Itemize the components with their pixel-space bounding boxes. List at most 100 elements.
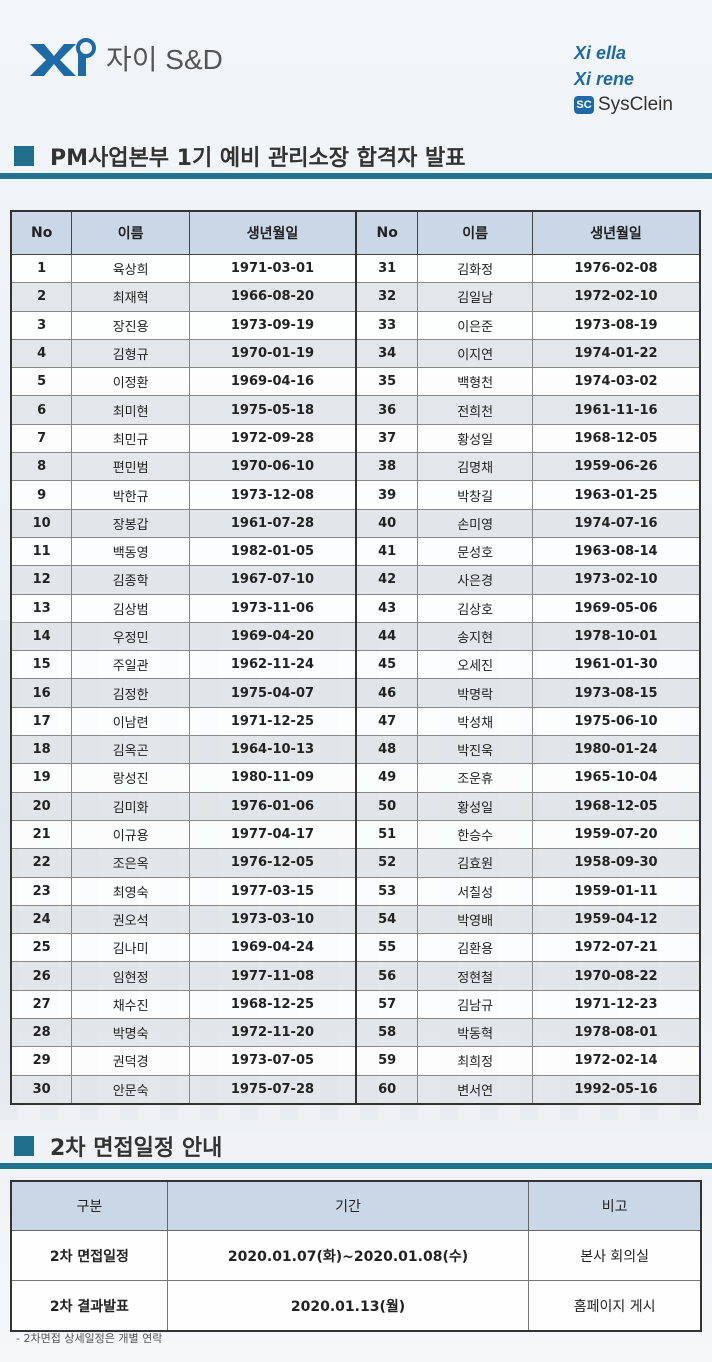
cell-name: 박명숙 — [71, 1018, 190, 1048]
cell-birthdate: 1974-01-22 — [531, 338, 701, 369]
cell-name: 김상호 — [417, 593, 533, 623]
cell-name: 편민범 — [71, 452, 190, 482]
cell-name: 이지연 — [417, 338, 533, 369]
cell-name: 이정환 — [71, 367, 190, 397]
cell-name: 사은경 — [417, 565, 533, 595]
cell-no: 34 — [354, 338, 419, 369]
cell-no: 60 — [354, 1074, 419, 1105]
table-row: 26 임현정 1977-11-08 56 정현철 1970-08-22 — [10, 961, 701, 991]
cell-birthdate: 1980-01-24 — [531, 735, 701, 765]
cell-no: 57 — [354, 989, 419, 1020]
cell-name: 송지현 — [417, 621, 533, 652]
cell-name: 박진욱 — [417, 735, 533, 765]
cell-no: 31 — [354, 253, 419, 284]
cell-name: 정현철 — [417, 961, 533, 991]
company-logo: 자이 S&D — [28, 38, 223, 78]
table-row: 29 권덕경 1973-07-05 59 최희정 1972-02-14 — [10, 1046, 701, 1076]
cell-name: 서칠성 — [417, 876, 533, 906]
cell-name: 최민규 — [71, 423, 190, 454]
cell-no: 54 — [354, 904, 419, 935]
cell-birthdate: 1959-01-11 — [531, 876, 701, 906]
cell-name: 백동영 — [71, 536, 190, 567]
table-row: 13 김상범 1973-11-06 43 김상호 1969-05-06 — [10, 593, 701, 623]
cell-birthdate: 1970-01-19 — [188, 338, 357, 369]
section-title-results: PM사업본부 1기 예비 관리소장 합격자 발표 — [14, 140, 465, 172]
cell-no: 24 — [10, 904, 73, 935]
cell-name: 전희천 — [417, 395, 533, 425]
footnote: - 2차면접 상세일정은 개별 연락 — [16, 1332, 163, 1345]
cell-name: 김종학 — [71, 565, 190, 595]
cell-birthdate: 1973-08-19 — [531, 310, 701, 340]
cell-birthdate: 1959-06-26 — [531, 452, 701, 482]
cell-no: 23 — [10, 876, 73, 906]
cell-birthdate: 1969-04-16 — [188, 367, 357, 397]
cell-name: 김형규 — [71, 338, 190, 369]
brand-xirene: Xi rene — [574, 69, 635, 89]
cell-name: 박동혁 — [417, 1018, 533, 1048]
schedule-category: 2차 결과발표 — [10, 1280, 168, 1332]
table-row: 25 김나미 1969-04-24 55 김환용 1972-07-21 — [10, 933, 701, 963]
cell-birthdate: 1978-08-01 — [531, 1018, 701, 1048]
cell-no: 18 — [10, 735, 73, 765]
table-header-row: No 이름 생년월일 No 이름 생년월일 — [10, 210, 701, 255]
cell-name: 김효원 — [417, 848, 533, 878]
table-row: 15 주일관 1962-11-24 45 오세진 1961-01-30 — [10, 650, 701, 680]
cell-name: 박한규 — [71, 480, 190, 510]
cell-birthdate: 1980-11-09 — [188, 763, 357, 793]
cell-name: 조은옥 — [71, 848, 190, 878]
cell-birthdate: 1992-05-16 — [531, 1074, 701, 1105]
cell-birthdate: 1971-12-23 — [531, 989, 701, 1020]
cell-no: 2 — [10, 282, 73, 312]
col-header-no: No — [10, 210, 73, 255]
table-row: 20 김미화 1976-01-06 50 황성일 1968-12-05 — [10, 791, 701, 821]
col-header-category: 구분 — [10, 1180, 168, 1231]
cell-birthdate: 1969-05-06 — [531, 593, 701, 623]
cell-birthdate: 1971-12-25 — [188, 706, 357, 737]
cell-name: 손미영 — [417, 508, 533, 538]
table-row: 6 최미현 1975-05-18 36 전희천 1961-11-16 — [10, 395, 701, 425]
cell-no: 55 — [354, 933, 419, 963]
results-table: No 이름 생년월일 No 이름 생년월일 1 육상희 1971-03-01 31 김화… — [10, 210, 701, 1105]
schedule-remarks: 본사 회의실 — [528, 1230, 702, 1281]
table-row: 30 안문숙 1975-07-28 60 변서연 1992-05-16 — [10, 1074, 701, 1105]
cell-name: 김정한 — [71, 678, 190, 708]
table-row: 3 장진용 1973-09-19 33 이은준 1973-08-19 — [10, 310, 701, 340]
cell-name: 변서연 — [417, 1074, 533, 1105]
cell-no: 46 — [354, 678, 419, 708]
cell-no: 16 — [10, 678, 73, 708]
col-header-birthdate: 생년월일 — [188, 210, 357, 255]
cell-no: 27 — [10, 989, 73, 1020]
cell-no: 11 — [10, 536, 73, 567]
col-header-remarks: 비고 — [528, 1180, 702, 1231]
cell-birthdate: 1961-07-28 — [188, 508, 357, 538]
cell-no: 4 — [10, 338, 73, 369]
cell-name: 최희정 — [417, 1046, 533, 1076]
cell-no: 25 — [10, 933, 73, 963]
cell-birthdate: 1975-04-07 — [188, 678, 357, 708]
cell-birthdate: 1964-10-13 — [188, 735, 357, 765]
cell-name: 박성채 — [417, 706, 533, 737]
cell-no: 29 — [10, 1046, 73, 1076]
table-row: 10 장봉갑 1961-07-28 40 손미영 1974-07-16 — [10, 508, 701, 538]
section-title-text: 2차 면접일정 안내 — [50, 1136, 223, 1161]
col-header-period: 기간 — [166, 1180, 530, 1231]
table-row: 11 백동영 1982-01-05 41 문성호 1963-08-14 — [10, 536, 701, 567]
cell-birthdate: 1963-01-25 — [531, 480, 701, 510]
table-row: 16 김정한 1975-04-07 46 박명락 1973-08-15 — [10, 678, 701, 708]
cell-no: 19 — [10, 763, 73, 793]
section-divider — [0, 173, 712, 179]
table-row: 21 이규용 1977-04-17 51 한승수 1959-07-20 — [10, 819, 701, 850]
cell-name: 최미현 — [71, 395, 190, 425]
table-row: 22 조은옥 1976-12-05 52 김효원 1958-09-30 — [10, 848, 701, 878]
cell-name: 조운휴 — [417, 763, 533, 793]
cell-birthdate: 1972-02-14 — [531, 1046, 701, 1076]
cell-no: 6 — [10, 395, 73, 425]
cell-birthdate: 1968-12-25 — [188, 989, 357, 1020]
cell-name: 이은준 — [417, 310, 533, 340]
cell-name: 문성호 — [417, 536, 533, 567]
cell-name: 주일관 — [71, 650, 190, 680]
cell-name: 랑성진 — [71, 763, 190, 793]
cell-birthdate: 1982-01-05 — [188, 536, 357, 567]
cell-birthdate: 1968-12-05 — [531, 423, 701, 454]
cell-no: 1 — [10, 253, 73, 284]
